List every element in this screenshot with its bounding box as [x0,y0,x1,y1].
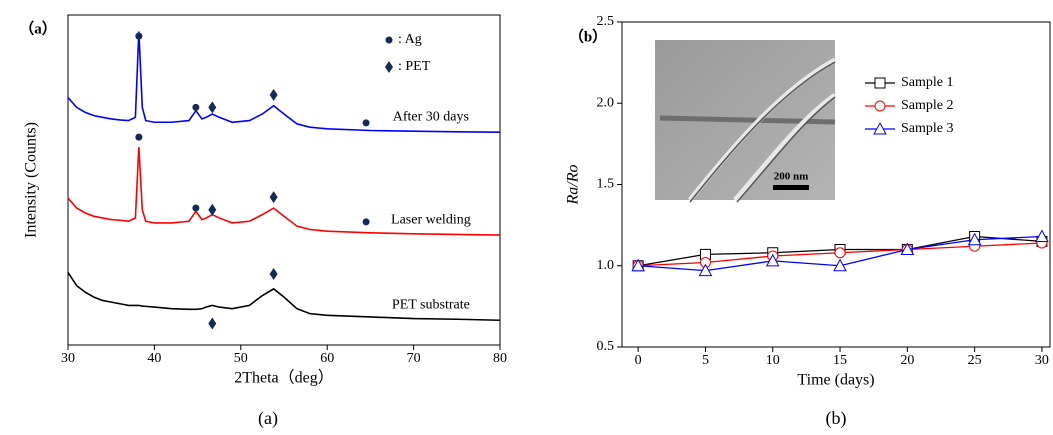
marker [208,318,216,330]
panel-label: （a） [19,19,57,37]
x-tick-label: 30 [61,351,75,366]
marker [363,119,370,126]
legend-marker [875,78,885,88]
marker [208,101,216,113]
plot-frame [68,15,500,345]
x-tick-label: 30 [1035,353,1049,368]
curve-label: PET substrate [392,298,470,313]
marker [192,205,199,212]
marker [270,89,278,101]
y-tick-label: 2.5 [597,14,615,29]
x-tick-label: 5 [702,353,709,368]
x-axis-label: Time (days) [797,372,874,389]
y-tick-label: 0.5 [597,339,615,354]
x-tick-label: 80 [493,351,507,366]
marker [270,191,278,203]
y-tick-label: 2.0 [597,95,615,110]
series-line [68,272,500,320]
curve-label: Laser welding [391,212,471,227]
caption: (a) [258,408,278,429]
curve-label: After 30 days [393,110,469,125]
x-tick-label: 10 [766,353,780,368]
legend-marker [386,37,393,44]
marker [270,268,278,280]
legend-label: Sample 1 [901,75,954,90]
x-axis-label: 2Theta（deg） [234,369,334,387]
x-tick-label: 60 [320,351,334,366]
x-tick-label: 40 [147,351,161,366]
legend-label: Sample 3 [901,121,954,136]
y-axis-label: Ra/Ro [565,165,582,206]
panel-label: （b） [569,27,607,45]
legend-label: Sample 2 [901,98,954,113]
scale-bar [773,185,809,190]
x-tick-label: 70 [407,351,421,366]
x-tick-label: 50 [234,351,248,366]
marker [835,248,845,258]
x-tick-label: 0 [635,353,642,368]
legend-label: : PET [398,59,431,74]
marker [135,33,142,40]
x-tick-label: 15 [833,353,847,368]
caption: (b) [826,408,847,429]
legend-marker [385,61,393,73]
y-tick-label: 1.5 [597,177,615,192]
marker [135,134,142,141]
x-tick-label: 25 [968,353,982,368]
inset-image: 200 nm [655,40,835,202]
figure: 200 nm （a） (a) 2Theta（deg） Intensity (Count… [0,0,1053,435]
marker [363,218,370,225]
x-tick-label: 20 [900,353,914,368]
legend-marker [875,101,885,111]
y-axis-label: Intensity (Counts) [23,122,40,238]
legend-label: : Ag [398,32,422,47]
scale-bar-label: 200 nm [774,171,809,183]
marker [192,104,199,111]
y-tick-label: 1.0 [597,258,615,273]
marker [208,204,216,216]
